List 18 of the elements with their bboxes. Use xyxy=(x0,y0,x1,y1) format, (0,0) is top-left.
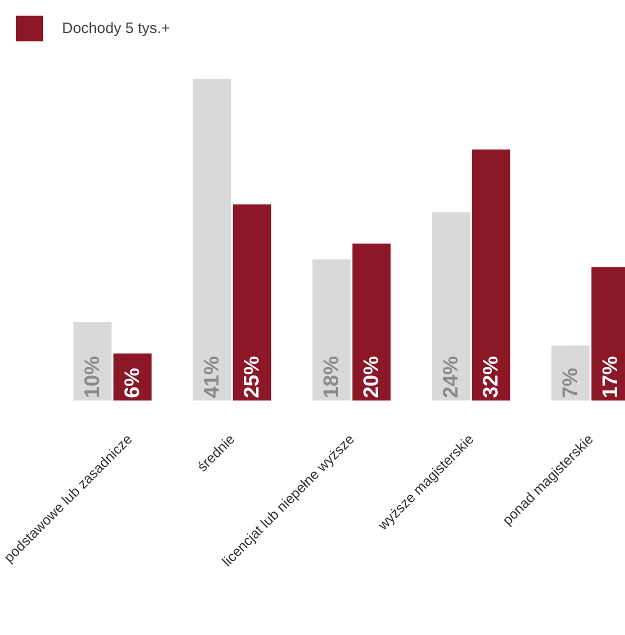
data-label: 41% xyxy=(200,356,224,398)
data-label: 17% xyxy=(599,356,622,398)
bar xyxy=(432,212,470,400)
data-label: 18% xyxy=(320,356,343,398)
data-label: 20% xyxy=(360,356,384,398)
data-label: 25% xyxy=(240,356,264,398)
bar xyxy=(352,244,391,400)
bar xyxy=(312,259,351,400)
data-label: 10% xyxy=(80,356,104,398)
bar xyxy=(192,78,232,400)
bar xyxy=(472,150,510,400)
legend-label: Dochody 5 tys.+ xyxy=(62,20,170,36)
bar xyxy=(551,346,590,400)
data-label: 6% xyxy=(121,367,144,398)
data-label: 24% xyxy=(439,356,462,398)
data-label: 7% xyxy=(558,367,582,398)
bar xyxy=(232,204,272,400)
data-label: 32% xyxy=(480,356,503,398)
